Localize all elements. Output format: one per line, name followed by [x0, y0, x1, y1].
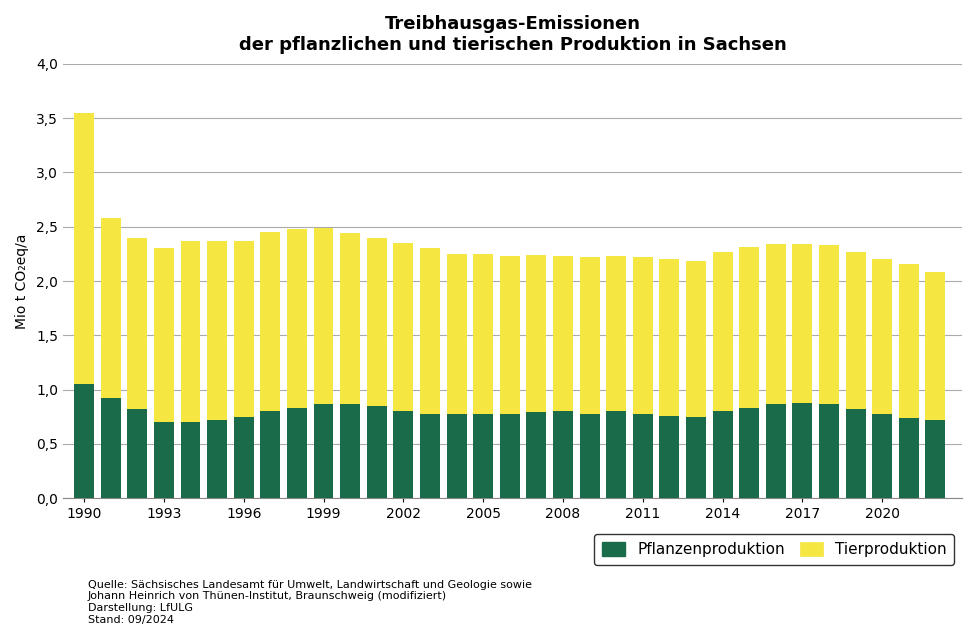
Bar [101, 218, 121, 398]
Bar [606, 256, 626, 411]
Bar [579, 257, 600, 413]
Bar [234, 417, 254, 498]
Bar [127, 410, 148, 498]
Bar [473, 413, 493, 498]
Bar [740, 247, 759, 408]
Bar [500, 413, 520, 498]
Bar [394, 243, 413, 411]
Bar [446, 254, 466, 413]
Bar [154, 422, 174, 498]
Title: Treibhausgas-Emissionen
der pflanzlichen und tierischen Produktion in Sachsen: Treibhausgas-Emissionen der pflanzlichen… [238, 15, 786, 54]
Bar [659, 416, 679, 498]
Bar [579, 413, 600, 498]
Bar [712, 411, 733, 498]
Bar [846, 252, 866, 410]
Bar [766, 404, 786, 498]
Bar [792, 244, 812, 403]
Bar [686, 261, 706, 417]
Bar [394, 411, 413, 498]
Bar [314, 228, 333, 404]
Bar [527, 255, 546, 413]
Bar [260, 411, 280, 498]
Bar [500, 256, 520, 413]
Bar [925, 273, 946, 420]
Bar [766, 244, 786, 404]
Bar [287, 229, 307, 408]
Bar [633, 413, 653, 498]
Bar [74, 384, 94, 498]
Bar [606, 411, 626, 498]
Bar [846, 410, 866, 498]
Bar [420, 413, 440, 498]
Bar [712, 252, 733, 411]
Bar [633, 257, 653, 413]
Bar [260, 232, 280, 411]
Bar [181, 241, 200, 422]
Legend: Pflanzenproduktion, Tierproduktion: Pflanzenproduktion, Tierproduktion [594, 534, 955, 565]
Bar [553, 411, 573, 498]
Bar [181, 422, 200, 498]
Bar [314, 404, 333, 498]
Bar [473, 254, 493, 413]
Bar [527, 413, 546, 498]
Bar [340, 404, 361, 498]
Bar [792, 403, 812, 498]
Bar [872, 259, 892, 413]
Bar [234, 241, 254, 417]
Bar [127, 237, 148, 410]
Bar [925, 420, 946, 498]
Bar [686, 417, 706, 498]
Bar [154, 249, 174, 422]
Bar [659, 259, 679, 416]
Bar [740, 408, 759, 498]
Bar [366, 237, 387, 406]
Bar [340, 233, 361, 404]
Bar [819, 404, 839, 498]
Bar [101, 398, 121, 498]
Bar [872, 413, 892, 498]
Bar [207, 241, 227, 420]
Text: Quelle: Sächsisches Landesamt für Umwelt, Landwirtschaft und Geologie sowie
Joha: Quelle: Sächsisches Landesamt für Umwelt… [88, 580, 531, 625]
Bar [74, 112, 94, 384]
Y-axis label: Mio t CO₂eq/a: Mio t CO₂eq/a [15, 233, 29, 329]
Bar [553, 256, 573, 411]
Bar [899, 418, 918, 498]
Bar [899, 264, 918, 418]
Bar [446, 413, 466, 498]
Bar [819, 245, 839, 404]
Bar [207, 420, 227, 498]
Bar [287, 408, 307, 498]
Bar [366, 406, 387, 498]
Bar [420, 249, 440, 413]
